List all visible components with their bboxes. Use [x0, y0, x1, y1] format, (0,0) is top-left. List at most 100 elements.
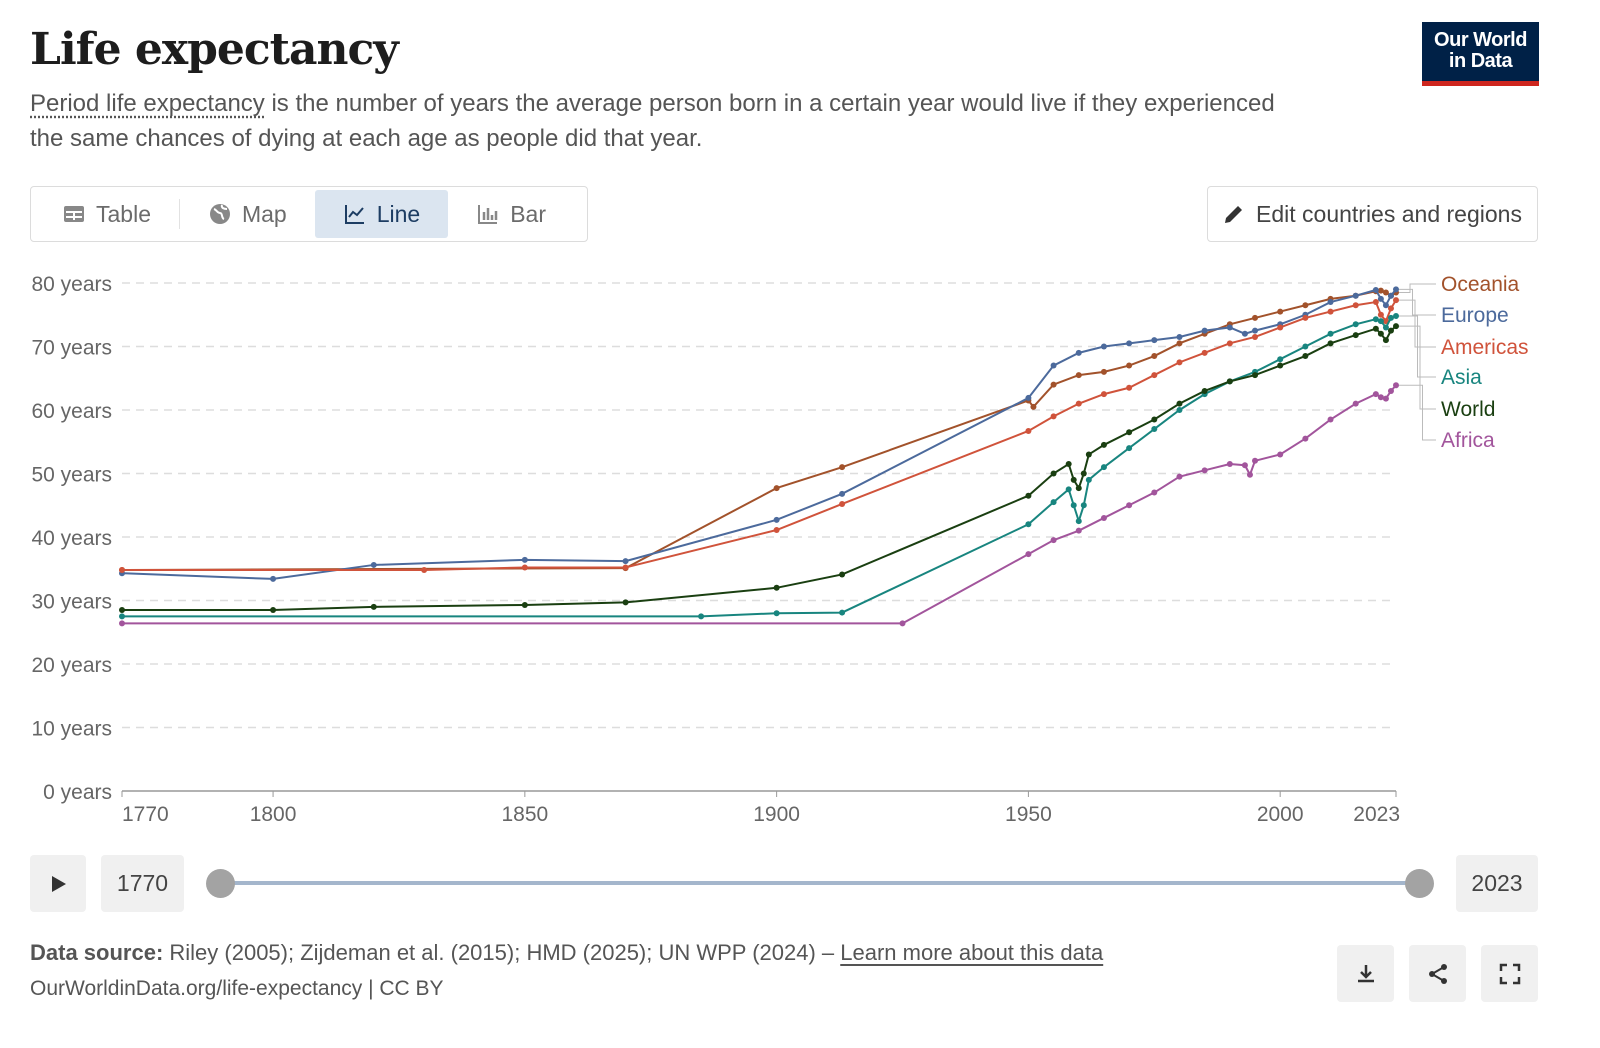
series-label-oceania: Oceania [1441, 273, 1520, 296]
data-point [1252, 457, 1259, 464]
edit-countries-button[interactable]: Edit countries and regions [1207, 186, 1538, 242]
learn-more-link[interactable]: Learn more about this data [840, 940, 1104, 965]
play-icon [52, 875, 66, 892]
chart-url: OurWorldinData.org/life-expectancy | CC … [30, 977, 444, 1000]
tab-bar[interactable]: Bar [448, 190, 574, 238]
data-point [1387, 314, 1394, 321]
y-tick-label: 40 years [31, 527, 112, 550]
data-point [1252, 327, 1259, 334]
y-tick-label: 20 years [31, 654, 112, 677]
chart-subtitle: Period life expectancy is the number of … [30, 86, 1310, 156]
tab-table[interactable]: Table [34, 190, 179, 238]
label-connector [1399, 325, 1436, 410]
data-point [1176, 473, 1183, 480]
label-connector [1399, 283, 1436, 294]
data-point [1151, 416, 1158, 423]
data-point [622, 564, 629, 571]
data-point [1387, 305, 1394, 312]
data-point [1302, 353, 1309, 360]
data-point [1277, 362, 1284, 369]
source-text: Riley (2005); Zijdeman et al. (2015); HM… [163, 940, 841, 965]
share-button[interactable] [1409, 945, 1466, 1002]
pencil-icon [1225, 206, 1242, 223]
data-point [1327, 308, 1334, 315]
data-point [1393, 286, 1399, 293]
tab-label: Line [376, 200, 421, 227]
data-point [1151, 353, 1158, 360]
data-point [899, 620, 906, 627]
download-button[interactable] [1337, 945, 1394, 1002]
data-point [1252, 314, 1259, 321]
data-point [1382, 289, 1389, 296]
data-point [1201, 327, 1208, 334]
data-point [1377, 287, 1384, 294]
data-point [521, 564, 528, 571]
data-point [1050, 362, 1057, 369]
data-point [1372, 391, 1379, 398]
data-point [1352, 292, 1359, 299]
data-point [1387, 292, 1394, 299]
data-point [1226, 324, 1233, 331]
fullscreen-button[interactable] [1481, 945, 1538, 1002]
data-point [1100, 368, 1107, 375]
data-point [1085, 476, 1092, 483]
edit-label: Edit countries and regions [1256, 200, 1522, 227]
data-point [1252, 333, 1259, 340]
tab-line[interactable]: Line [314, 190, 449, 238]
data-point [773, 516, 780, 523]
label-connector [1399, 384, 1436, 441]
start-year[interactable]: 1770 [101, 855, 184, 912]
data-point [839, 500, 846, 507]
data-point [1241, 462, 1248, 469]
data-point [1025, 394, 1032, 401]
x-tick-label: 1770 [122, 803, 169, 826]
data-point [1151, 372, 1158, 379]
data-point [1277, 451, 1284, 458]
y-tick-label: 50 years [31, 464, 112, 487]
series-label-americas: Americas [1441, 336, 1529, 359]
globe-icon [209, 204, 230, 224]
data-point [1393, 297, 1399, 304]
data-point [370, 561, 377, 568]
data-point [1327, 340, 1334, 347]
tab-label: Bar [510, 200, 547, 227]
data-point [1080, 470, 1087, 477]
owid-logo[interactable]: Our World in Data [1422, 22, 1539, 86]
data-point [1176, 400, 1183, 407]
end-year[interactable]: 2023 [1456, 855, 1538, 912]
timeline-track[interactable] [220, 881, 1420, 885]
data-point [270, 607, 277, 614]
y-tick-label: 30 years [31, 591, 112, 614]
line-chart-icon [344, 205, 364, 224]
data-point [1277, 308, 1284, 315]
timeline-start-handle[interactable] [206, 869, 235, 898]
data-point [119, 620, 125, 627]
data-point [1050, 381, 1057, 388]
y-tick-label: 70 years [31, 337, 112, 360]
data-point [1382, 324, 1389, 331]
data-point [1241, 330, 1248, 337]
data-point [1025, 551, 1032, 558]
timeline-end-handle[interactable] [1405, 869, 1434, 898]
play-button[interactable] [30, 855, 86, 912]
data-point [839, 490, 846, 497]
share-icon [1428, 963, 1447, 984]
definition-link[interactable]: Period life expectancy [30, 90, 265, 117]
data-point [1226, 378, 1233, 385]
data-point [1126, 340, 1133, 347]
data-point [1100, 464, 1107, 471]
data-point [1352, 332, 1359, 339]
data-point [1065, 486, 1072, 493]
data-point [1277, 356, 1284, 363]
data-point [1387, 327, 1394, 334]
data-point [698, 613, 705, 620]
data-point [1126, 429, 1133, 436]
data-point [773, 527, 780, 534]
data-point [119, 613, 125, 620]
table-icon [64, 206, 84, 222]
data-point [1176, 340, 1183, 347]
data-point [1050, 413, 1057, 420]
data-point [1075, 527, 1082, 534]
data-point [521, 601, 528, 608]
tab-map[interactable]: Map [180, 190, 315, 238]
